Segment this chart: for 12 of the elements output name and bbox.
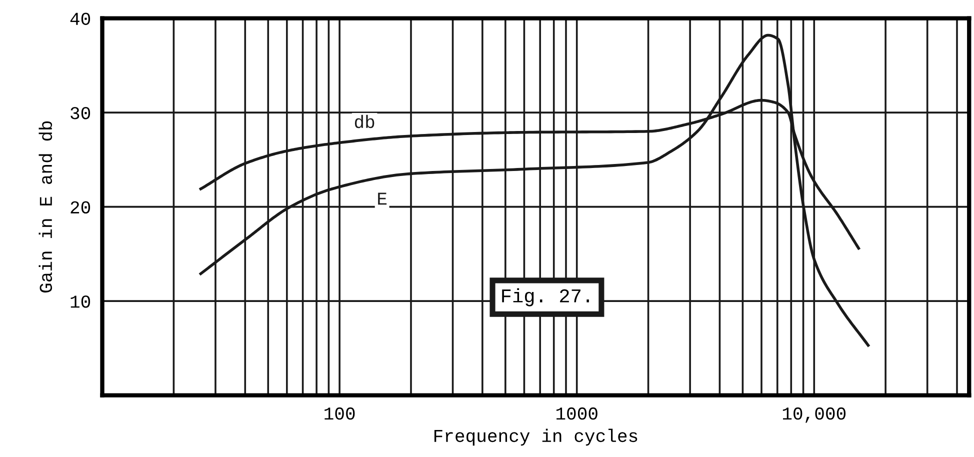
x-tick-label: 1000: [556, 407, 598, 420]
annotation: Fig. 27.: [502, 288, 589, 306]
y-tick-label: 10: [70, 296, 90, 308]
y-tick-label: 20: [70, 201, 90, 214]
y-axis-title: Gain in E and db: [38, 121, 52, 292]
x-axis-title: Frequency in cycles: [434, 428, 638, 446]
x-tick-label: 10,000: [782, 407, 846, 423]
y-tick-label: 40: [70, 12, 90, 25]
series-label: E: [378, 192, 387, 205]
y-tick-label: 30: [70, 107, 90, 120]
x-tick-label: 100: [324, 407, 355, 420]
series-label: db: [354, 114, 374, 128]
